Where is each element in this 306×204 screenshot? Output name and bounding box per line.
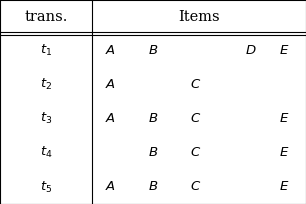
Text: trans.: trans. (24, 10, 68, 24)
Text: $\mathit{B}$: $\mathit{B}$ (148, 146, 158, 159)
Text: $\mathit{A}$: $\mathit{A}$ (105, 44, 116, 57)
Text: $\mathit{E}$: $\mathit{E}$ (279, 181, 290, 193)
Text: $\mathit{C}$: $\mathit{C}$ (190, 181, 201, 193)
Text: $\mathit{A}$: $\mathit{A}$ (105, 78, 116, 91)
Text: $\mathit{B}$: $\mathit{B}$ (148, 112, 158, 125)
Text: $\mathit{B}$: $\mathit{B}$ (148, 181, 158, 193)
Text: $\mathit{t}_1$: $\mathit{t}_1$ (40, 43, 52, 58)
Text: $\mathit{t}_4$: $\mathit{t}_4$ (40, 145, 52, 161)
Text: $\mathit{t}_5$: $\mathit{t}_5$ (40, 179, 52, 195)
Text: $\mathit{A}$: $\mathit{A}$ (105, 181, 116, 193)
Text: $\mathit{t}_2$: $\mathit{t}_2$ (40, 77, 52, 92)
Text: $\mathit{E}$: $\mathit{E}$ (279, 146, 290, 159)
Text: $\mathit{C}$: $\mathit{C}$ (190, 112, 201, 125)
Text: $\mathit{B}$: $\mathit{B}$ (148, 44, 158, 57)
Text: $\mathit{C}$: $\mathit{C}$ (190, 78, 201, 91)
Text: $\mathit{C}$: $\mathit{C}$ (190, 146, 201, 159)
Text: Items: Items (178, 10, 220, 24)
Text: $\mathit{E}$: $\mathit{E}$ (279, 44, 290, 57)
Text: $\mathit{A}$: $\mathit{A}$ (105, 112, 116, 125)
Text: $\mathit{E}$: $\mathit{E}$ (279, 112, 290, 125)
Text: $\mathit{t}_3$: $\mathit{t}_3$ (40, 111, 52, 126)
Text: $\mathit{D}$: $\mathit{D}$ (245, 44, 257, 57)
